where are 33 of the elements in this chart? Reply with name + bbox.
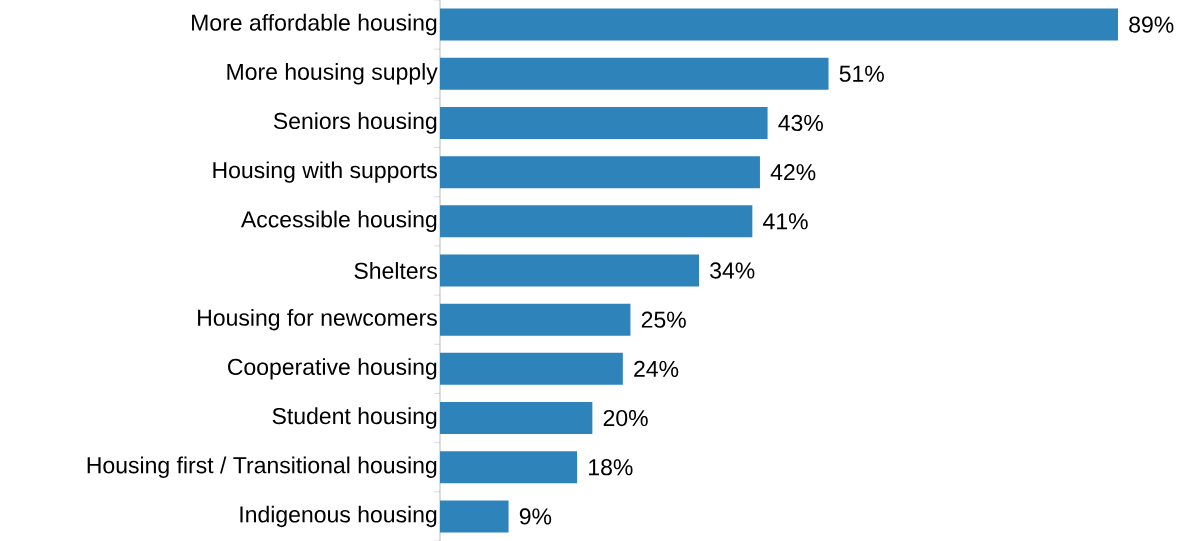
bar — [440, 106, 768, 139]
bar — [440, 254, 700, 287]
bar — [440, 8, 1118, 41]
data-label: 20% — [603, 409, 648, 427]
y-tick-label: Housing with supports — [213, 161, 437, 183]
y-tick-label: More housing supply — [227, 63, 438, 85]
y-tick-label: Housing first / Transitional housing — [87, 456, 437, 478]
bar — [440, 205, 753, 238]
y-tick-label: Student housing — [272, 407, 437, 429]
bar — [440, 352, 623, 385]
y-tick-label: Cooperative housing — [228, 358, 437, 380]
data-label: 24% — [634, 360, 679, 377]
y-tick-label: Housing for newcomers — [198, 308, 437, 331]
y-tick-label: Shelters — [354, 262, 437, 279]
data-label: 51% — [839, 65, 884, 82]
bar — [440, 57, 829, 90]
data-label: 89% — [1129, 16, 1174, 33]
data-label: 25% — [641, 311, 686, 328]
data-label: 43% — [778, 114, 823, 132]
data-label: 41% — [763, 213, 808, 230]
y-tick-label: More affordable housing — [192, 13, 437, 36]
bar — [440, 402, 593, 435]
data-label: 34% — [710, 262, 755, 279]
data-label: 42% — [770, 164, 816, 181]
bar — [440, 303, 631, 336]
y-tick-label: Seniors housing — [273, 112, 437, 134]
data-label: 18% — [589, 459, 633, 476]
y-tick-label: Indigenous housing — [240, 505, 437, 528]
bar — [440, 156, 760, 189]
y-tick-label: Accessible housing — [240, 210, 437, 233]
data-label: 9% — [519, 508, 552, 525]
bar — [440, 500, 509, 533]
bar — [440, 451, 578, 484]
